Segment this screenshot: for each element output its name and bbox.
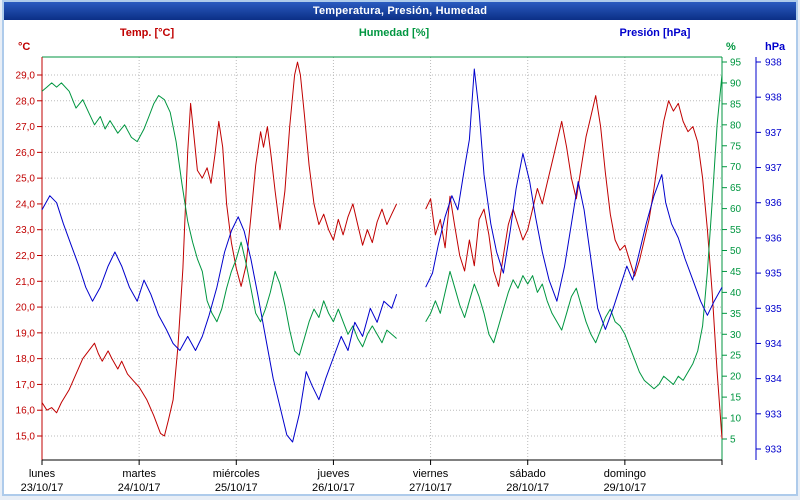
window-titlebar: Temperatura, Presión, Humedad bbox=[4, 2, 796, 20]
svg-text:24,0: 24,0 bbox=[16, 199, 36, 210]
svg-text:27,0: 27,0 bbox=[16, 122, 36, 133]
svg-text:938: 938 bbox=[765, 93, 782, 104]
svg-text:937: 937 bbox=[765, 128, 782, 139]
svg-text:miércoles: miércoles bbox=[213, 468, 261, 480]
svg-text:16,0: 16,0 bbox=[16, 406, 36, 417]
window-title: Temperatura, Presión, Humedad bbox=[312, 5, 488, 17]
svg-text:29,0: 29,0 bbox=[16, 71, 36, 82]
svg-text:26,0: 26,0 bbox=[16, 148, 36, 159]
svg-text:30: 30 bbox=[730, 330, 742, 341]
svg-text:935: 935 bbox=[765, 304, 782, 315]
svg-text:21,0: 21,0 bbox=[16, 277, 36, 288]
svg-text:10: 10 bbox=[730, 414, 742, 425]
svg-text:45: 45 bbox=[730, 267, 742, 278]
svg-text:23,0: 23,0 bbox=[16, 225, 36, 236]
svg-text:934: 934 bbox=[765, 339, 782, 350]
svg-text:17,0: 17,0 bbox=[16, 380, 36, 391]
svg-text:50: 50 bbox=[730, 246, 742, 257]
humidity-axis-unit: % bbox=[726, 41, 736, 53]
svg-text:29/10/17: 29/10/17 bbox=[603, 482, 646, 494]
svg-text:65: 65 bbox=[730, 183, 742, 194]
svg-text:933: 933 bbox=[765, 445, 782, 456]
svg-text:25: 25 bbox=[730, 351, 742, 362]
svg-text:27/10/17: 27/10/17 bbox=[409, 482, 452, 494]
svg-text:933: 933 bbox=[765, 409, 782, 420]
pressure-axis-unit: hPa bbox=[765, 41, 786, 53]
svg-text:35: 35 bbox=[730, 309, 742, 320]
svg-text:20,0: 20,0 bbox=[16, 303, 36, 314]
svg-text:936: 936 bbox=[765, 233, 782, 244]
svg-text:viernes: viernes bbox=[413, 468, 449, 480]
svg-text:28,0: 28,0 bbox=[16, 96, 36, 107]
svg-text:934: 934 bbox=[765, 374, 782, 385]
svg-text:70: 70 bbox=[730, 162, 742, 173]
svg-text:75: 75 bbox=[730, 141, 742, 152]
svg-text:martes: martes bbox=[122, 468, 156, 480]
svg-text:935: 935 bbox=[765, 269, 782, 280]
svg-text:19,0: 19,0 bbox=[16, 328, 36, 339]
legend-temp-label: Temp. [°C] bbox=[119, 27, 175, 39]
svg-text:28/10/17: 28/10/17 bbox=[506, 482, 549, 494]
series-pressure bbox=[41, 68, 723, 443]
svg-text:55: 55 bbox=[730, 225, 742, 236]
svg-text:20: 20 bbox=[730, 372, 742, 383]
svg-text:24/10/17: 24/10/17 bbox=[118, 482, 161, 494]
svg-text:40: 40 bbox=[730, 288, 742, 299]
svg-text:26/10/17: 26/10/17 bbox=[312, 482, 355, 494]
svg-text:domingo: domingo bbox=[604, 468, 646, 480]
svg-text:22,0: 22,0 bbox=[16, 251, 36, 262]
svg-text:5: 5 bbox=[730, 435, 736, 446]
svg-text:18,0: 18,0 bbox=[16, 354, 36, 365]
series-temp bbox=[41, 61, 723, 439]
svg-text:85: 85 bbox=[730, 99, 742, 110]
svg-text:936: 936 bbox=[765, 198, 782, 209]
svg-text:sábado: sábado bbox=[510, 468, 546, 480]
legend-pressure-label: Presión [hPa] bbox=[619, 27, 691, 39]
svg-text:937: 937 bbox=[765, 163, 782, 174]
svg-text:15: 15 bbox=[730, 393, 742, 404]
svg-text:90: 90 bbox=[730, 78, 742, 89]
svg-text:lunes: lunes bbox=[29, 468, 56, 480]
legend-humidity-label: Humedad [%] bbox=[358, 27, 430, 39]
svg-text:jueves: jueves bbox=[317, 468, 350, 480]
series-humidity bbox=[41, 74, 723, 390]
chart-plot: 29,0 28,0 27,0 26,0 25,0 24,0 23,0 22,0 21,0 20,0… bbox=[16, 56, 782, 494]
svg-text:23/10/17: 23/10/17 bbox=[21, 482, 64, 494]
svg-text:25/10/17: 25/10/17 bbox=[215, 482, 258, 494]
svg-text:25,0: 25,0 bbox=[16, 174, 36, 185]
svg-text:80: 80 bbox=[730, 120, 742, 131]
svg-text:95: 95 bbox=[730, 58, 742, 69]
svg-text:938: 938 bbox=[765, 58, 782, 69]
svg-text:15,0: 15,0 bbox=[16, 432, 36, 443]
temp-axis-unit: °C bbox=[18, 41, 31, 53]
svg-text:60: 60 bbox=[730, 204, 742, 215]
